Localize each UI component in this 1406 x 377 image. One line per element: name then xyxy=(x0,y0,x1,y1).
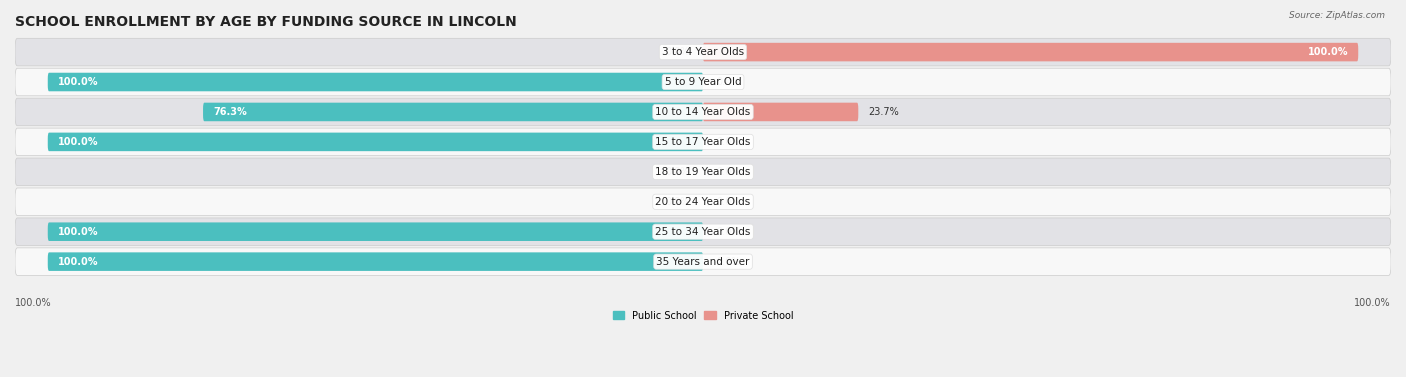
FancyBboxPatch shape xyxy=(15,128,1391,156)
Text: 5 to 9 Year Old: 5 to 9 Year Old xyxy=(665,77,741,87)
FancyBboxPatch shape xyxy=(15,158,1391,185)
FancyBboxPatch shape xyxy=(15,38,1391,66)
Text: 100.0%: 100.0% xyxy=(58,257,98,267)
Text: SCHOOL ENROLLMENT BY AGE BY FUNDING SOURCE IN LINCOLN: SCHOOL ENROLLMENT BY AGE BY FUNDING SOUR… xyxy=(15,15,517,29)
Text: 0.0%: 0.0% xyxy=(716,137,741,147)
Text: 0.0%: 0.0% xyxy=(665,47,690,57)
FancyBboxPatch shape xyxy=(703,43,1358,61)
Text: 0.0%: 0.0% xyxy=(716,257,741,267)
Text: Source: ZipAtlas.com: Source: ZipAtlas.com xyxy=(1289,11,1385,20)
Text: 18 to 19 Year Olds: 18 to 19 Year Olds xyxy=(655,167,751,177)
Text: 20 to 24 Year Olds: 20 to 24 Year Olds xyxy=(655,197,751,207)
Text: 0.0%: 0.0% xyxy=(665,167,690,177)
Text: 100.0%: 100.0% xyxy=(58,227,98,237)
Text: 15 to 17 Year Olds: 15 to 17 Year Olds xyxy=(655,137,751,147)
Text: 100.0%: 100.0% xyxy=(1354,297,1391,308)
Text: 0.0%: 0.0% xyxy=(716,77,741,87)
FancyBboxPatch shape xyxy=(15,98,1391,126)
Text: 0.0%: 0.0% xyxy=(716,197,741,207)
Legend: Public School, Private School: Public School, Private School xyxy=(609,307,797,325)
Text: 0.0%: 0.0% xyxy=(716,227,741,237)
Text: 0.0%: 0.0% xyxy=(665,197,690,207)
FancyBboxPatch shape xyxy=(48,222,703,241)
FancyBboxPatch shape xyxy=(15,218,1391,245)
FancyBboxPatch shape xyxy=(48,252,703,271)
FancyBboxPatch shape xyxy=(703,103,858,121)
Text: 10 to 14 Year Olds: 10 to 14 Year Olds xyxy=(655,107,751,117)
FancyBboxPatch shape xyxy=(48,133,703,151)
Text: 100.0%: 100.0% xyxy=(1308,47,1348,57)
Text: 3 to 4 Year Olds: 3 to 4 Year Olds xyxy=(662,47,744,57)
Text: 0.0%: 0.0% xyxy=(716,167,741,177)
FancyBboxPatch shape xyxy=(15,248,1391,276)
Text: 25 to 34 Year Olds: 25 to 34 Year Olds xyxy=(655,227,751,237)
Text: 100.0%: 100.0% xyxy=(58,137,98,147)
Text: 76.3%: 76.3% xyxy=(212,107,246,117)
Text: 100.0%: 100.0% xyxy=(15,297,52,308)
Text: 100.0%: 100.0% xyxy=(58,77,98,87)
FancyBboxPatch shape xyxy=(15,188,1391,216)
FancyBboxPatch shape xyxy=(48,73,703,91)
Text: 23.7%: 23.7% xyxy=(868,107,898,117)
Text: 35 Years and over: 35 Years and over xyxy=(657,257,749,267)
FancyBboxPatch shape xyxy=(202,103,703,121)
FancyBboxPatch shape xyxy=(15,68,1391,96)
